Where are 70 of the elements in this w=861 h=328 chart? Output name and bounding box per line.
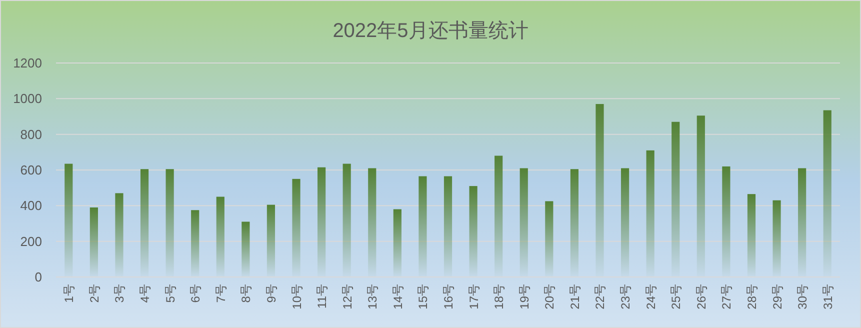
x-tick-label: 10号	[290, 284, 304, 310]
x-tick-label: 17号	[466, 284, 481, 310]
x-tick-label: 11号	[315, 284, 330, 308]
x-tick-label: 23号	[618, 284, 633, 310]
x-tick-label: 26号	[694, 284, 708, 310]
bar	[620, 168, 630, 277]
x-tick-label: 18号	[492, 284, 506, 310]
y-tick-label: 600	[20, 162, 42, 178]
x-tick-label: 1号	[62, 284, 76, 303]
x-tick-label: 21号	[568, 284, 582, 310]
bar	[292, 178, 300, 277]
y-tick-label: 800	[20, 126, 42, 142]
x-tick-label: 16号	[442, 284, 456, 310]
bar	[672, 122, 680, 277]
bar	[494, 156, 503, 277]
x-tick-label: 2号	[87, 284, 102, 303]
bar	[393, 209, 402, 277]
bar	[318, 167, 326, 277]
x-tick-label: 8号	[239, 284, 254, 303]
bar	[722, 166, 730, 277]
x-tick-label: 6号	[188, 284, 203, 303]
x-tick-label: 27号	[720, 284, 734, 310]
y-tick-label: 200	[20, 234, 42, 249]
x-tick-label: 7号	[214, 284, 228, 303]
bar	[368, 168, 376, 277]
y-tick-label: 1000	[13, 91, 42, 106]
bar	[242, 222, 250, 277]
bar	[696, 116, 705, 277]
x-tick-label: 14号	[390, 284, 405, 310]
y-tick-label: 0	[34, 270, 42, 284]
bar	[90, 207, 98, 277]
bar	[216, 196, 224, 277]
x-tick-label: 24号	[644, 284, 658, 310]
bar	[140, 169, 149, 277]
y-tick-label: 1200	[13, 56, 42, 70]
bar	[115, 193, 124, 277]
bar	[266, 204, 276, 277]
bar	[570, 169, 578, 277]
x-tick-label: 29号	[770, 284, 784, 310]
x-tick-label: 5号	[163, 284, 178, 303]
x-tick-label: 28号	[744, 284, 759, 310]
bar	[520, 168, 528, 277]
bar	[191, 210, 200, 277]
bar	[747, 194, 756, 277]
x-tick-label: 12号	[340, 284, 354, 310]
bar	[342, 164, 351, 277]
x-tick-label: 9号	[264, 284, 278, 303]
x-tick-label: 30号	[796, 284, 810, 310]
bar	[545, 201, 554, 277]
x-tick-label: 22号	[593, 284, 608, 310]
bar	[596, 104, 604, 277]
x-tick-label: 15号	[416, 284, 430, 310]
bar	[418, 176, 427, 277]
x-tick-label: 31号	[820, 284, 835, 310]
bar	[823, 110, 832, 277]
x-tick-label: 20号	[542, 284, 557, 310]
x-tick-label: 4号	[138, 284, 152, 303]
bar	[646, 150, 654, 277]
x-tick-label: 3号	[112, 284, 127, 303]
x-tick-label: 25号	[669, 284, 684, 310]
bar	[798, 168, 806, 277]
bar	[444, 176, 452, 277]
x-tick-label: 19号	[517, 284, 532, 310]
bar	[64, 164, 73, 277]
x-tick-label: 13号	[366, 284, 380, 310]
bar	[772, 200, 781, 277]
chart-title: 2022年5月还书量统计	[332, 20, 528, 42]
y-tick-label: 400	[20, 198, 42, 214]
bar	[469, 186, 478, 277]
bar	[166, 169, 174, 277]
